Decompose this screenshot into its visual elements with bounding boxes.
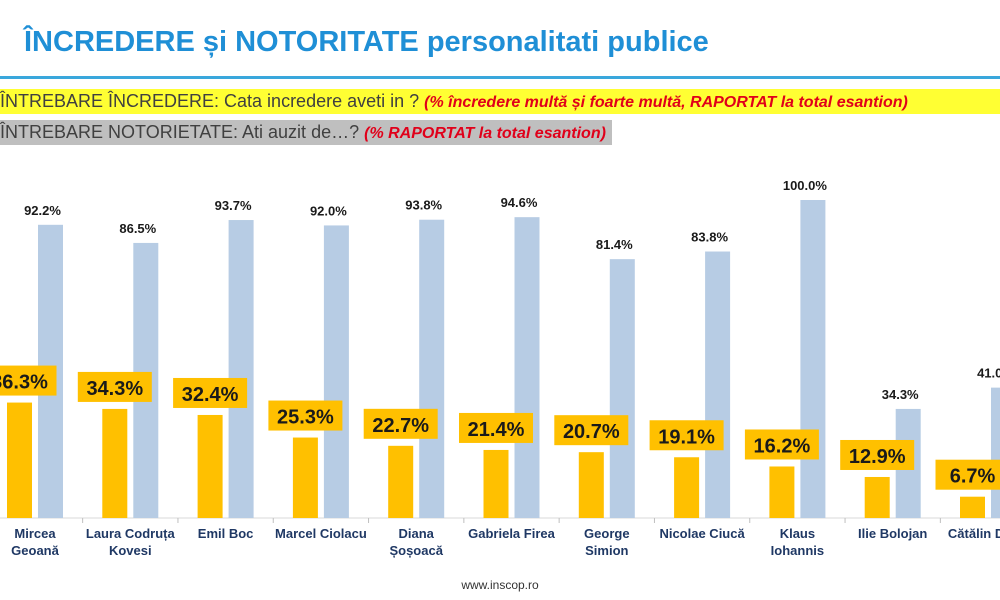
category-label: Gabriela Firea xyxy=(468,526,555,541)
notoriety-data-label: 81.4% xyxy=(596,237,633,252)
trust-label-box xyxy=(0,365,57,396)
notoriety-data-label: 41.0% xyxy=(977,366,1000,381)
divider xyxy=(0,76,1000,79)
trust-label-box xyxy=(935,459,1000,490)
question-notoriety: ÎNTREBARE NOTORIETATE: Ati auzit de…? (%… xyxy=(0,120,612,145)
category-label: Simion xyxy=(585,543,628,558)
trust-label-box xyxy=(77,371,152,402)
trust-label-box xyxy=(554,415,629,446)
bar-trust xyxy=(578,452,604,518)
notoriety-data-label: 92.0% xyxy=(310,203,347,218)
trust-label-box xyxy=(840,439,915,470)
category-label: George xyxy=(584,526,630,541)
bar-trust xyxy=(864,476,890,518)
bar-notoriety xyxy=(514,217,540,518)
footer-url: www.inscop.ro xyxy=(461,578,539,592)
category-label: Șoșoacă xyxy=(389,543,443,558)
bar-notoriety xyxy=(228,220,254,518)
bar-notoriety xyxy=(323,225,349,518)
bar-trust xyxy=(102,408,128,518)
category-label: Diana xyxy=(398,526,434,541)
question-label: ÎNTREBARE NOTORIETATE: Ati auzit de…? xyxy=(0,122,360,142)
notoriety-data-label: 34.3% xyxy=(882,387,919,402)
trust-data-label: 22.7% xyxy=(372,415,429,437)
notoriety-data-label: 93.8% xyxy=(405,198,442,213)
question-label: ÎNTREBARE ÎNCREDERE: Cata incredere avet… xyxy=(0,91,420,111)
notoriety-data-label: 86.5% xyxy=(119,221,156,236)
category-label: Marcel Ciolacu xyxy=(275,526,367,541)
trust-data-label: 21.4% xyxy=(468,419,525,441)
bar-trust xyxy=(7,402,32,518)
trust-label-box xyxy=(268,400,343,431)
notoriety-data-label: 94.6% xyxy=(501,195,538,210)
category-label: Ilie Bolojan xyxy=(858,526,927,541)
trust-data-label: 6.7% xyxy=(950,466,996,488)
bar-trust xyxy=(769,466,795,518)
trust-data-label: 25.3% xyxy=(277,407,334,429)
bar-notoriety xyxy=(705,251,731,519)
trust-label-box xyxy=(363,408,438,439)
category-label: Iohannis xyxy=(771,543,824,558)
category-label: Emil Boc xyxy=(198,526,254,541)
trust-label-box xyxy=(459,412,533,443)
category-label: Kovesi xyxy=(109,543,152,558)
trust-data-label: 16.2% xyxy=(754,435,811,457)
notoriety-data-label: 100.0% xyxy=(783,178,828,193)
bar-trust xyxy=(292,437,318,518)
category-label: Mircea xyxy=(14,526,56,541)
category-label: Laura Codruța xyxy=(86,526,176,541)
trust-label-box xyxy=(649,420,724,451)
question-trust: ÎNTREBARE ÎNCREDERE: Cata incredere avet… xyxy=(0,89,1000,114)
bar-notoriety xyxy=(991,387,1000,518)
trust-data-label: 20.7% xyxy=(563,421,620,443)
bar-notoriety xyxy=(609,259,635,518)
page-title: ÎNCREDERE și NOTORITATE personalitati pu… xyxy=(24,26,709,58)
bar-notoriety xyxy=(800,200,826,518)
bar-trust xyxy=(674,457,700,518)
notoriety-data-label: 93.7% xyxy=(215,198,252,213)
bar-trust xyxy=(960,496,985,518)
question-note: (% încredere multă și foarte multă, RAPO… xyxy=(424,94,908,111)
bar-trust xyxy=(483,449,509,518)
category-label: Geoană xyxy=(11,543,59,558)
notoriety-data-label: 83.8% xyxy=(691,230,728,245)
bar-notoriety xyxy=(419,219,445,518)
trust-data-label: 12.9% xyxy=(849,446,906,468)
category-label: Nicolae Ciucă xyxy=(659,526,745,541)
trust-data-label: 32.4% xyxy=(182,384,239,406)
trust-label-box xyxy=(173,377,248,408)
trust-data-label: 36.3% xyxy=(0,372,48,394)
bar-trust xyxy=(388,445,414,518)
trust-label-box xyxy=(744,429,819,460)
trust-data-label: 19.1% xyxy=(658,426,715,448)
category-label: Cătălin Drulă xyxy=(948,526,1000,541)
bar-trust xyxy=(197,414,223,518)
question-note: (% RAPORTAT la total esantion) xyxy=(364,125,606,142)
trust-data-label: 34.3% xyxy=(86,378,143,400)
category-label: Klaus xyxy=(780,526,815,541)
notoriety-data-label: 92.2% xyxy=(24,203,61,218)
